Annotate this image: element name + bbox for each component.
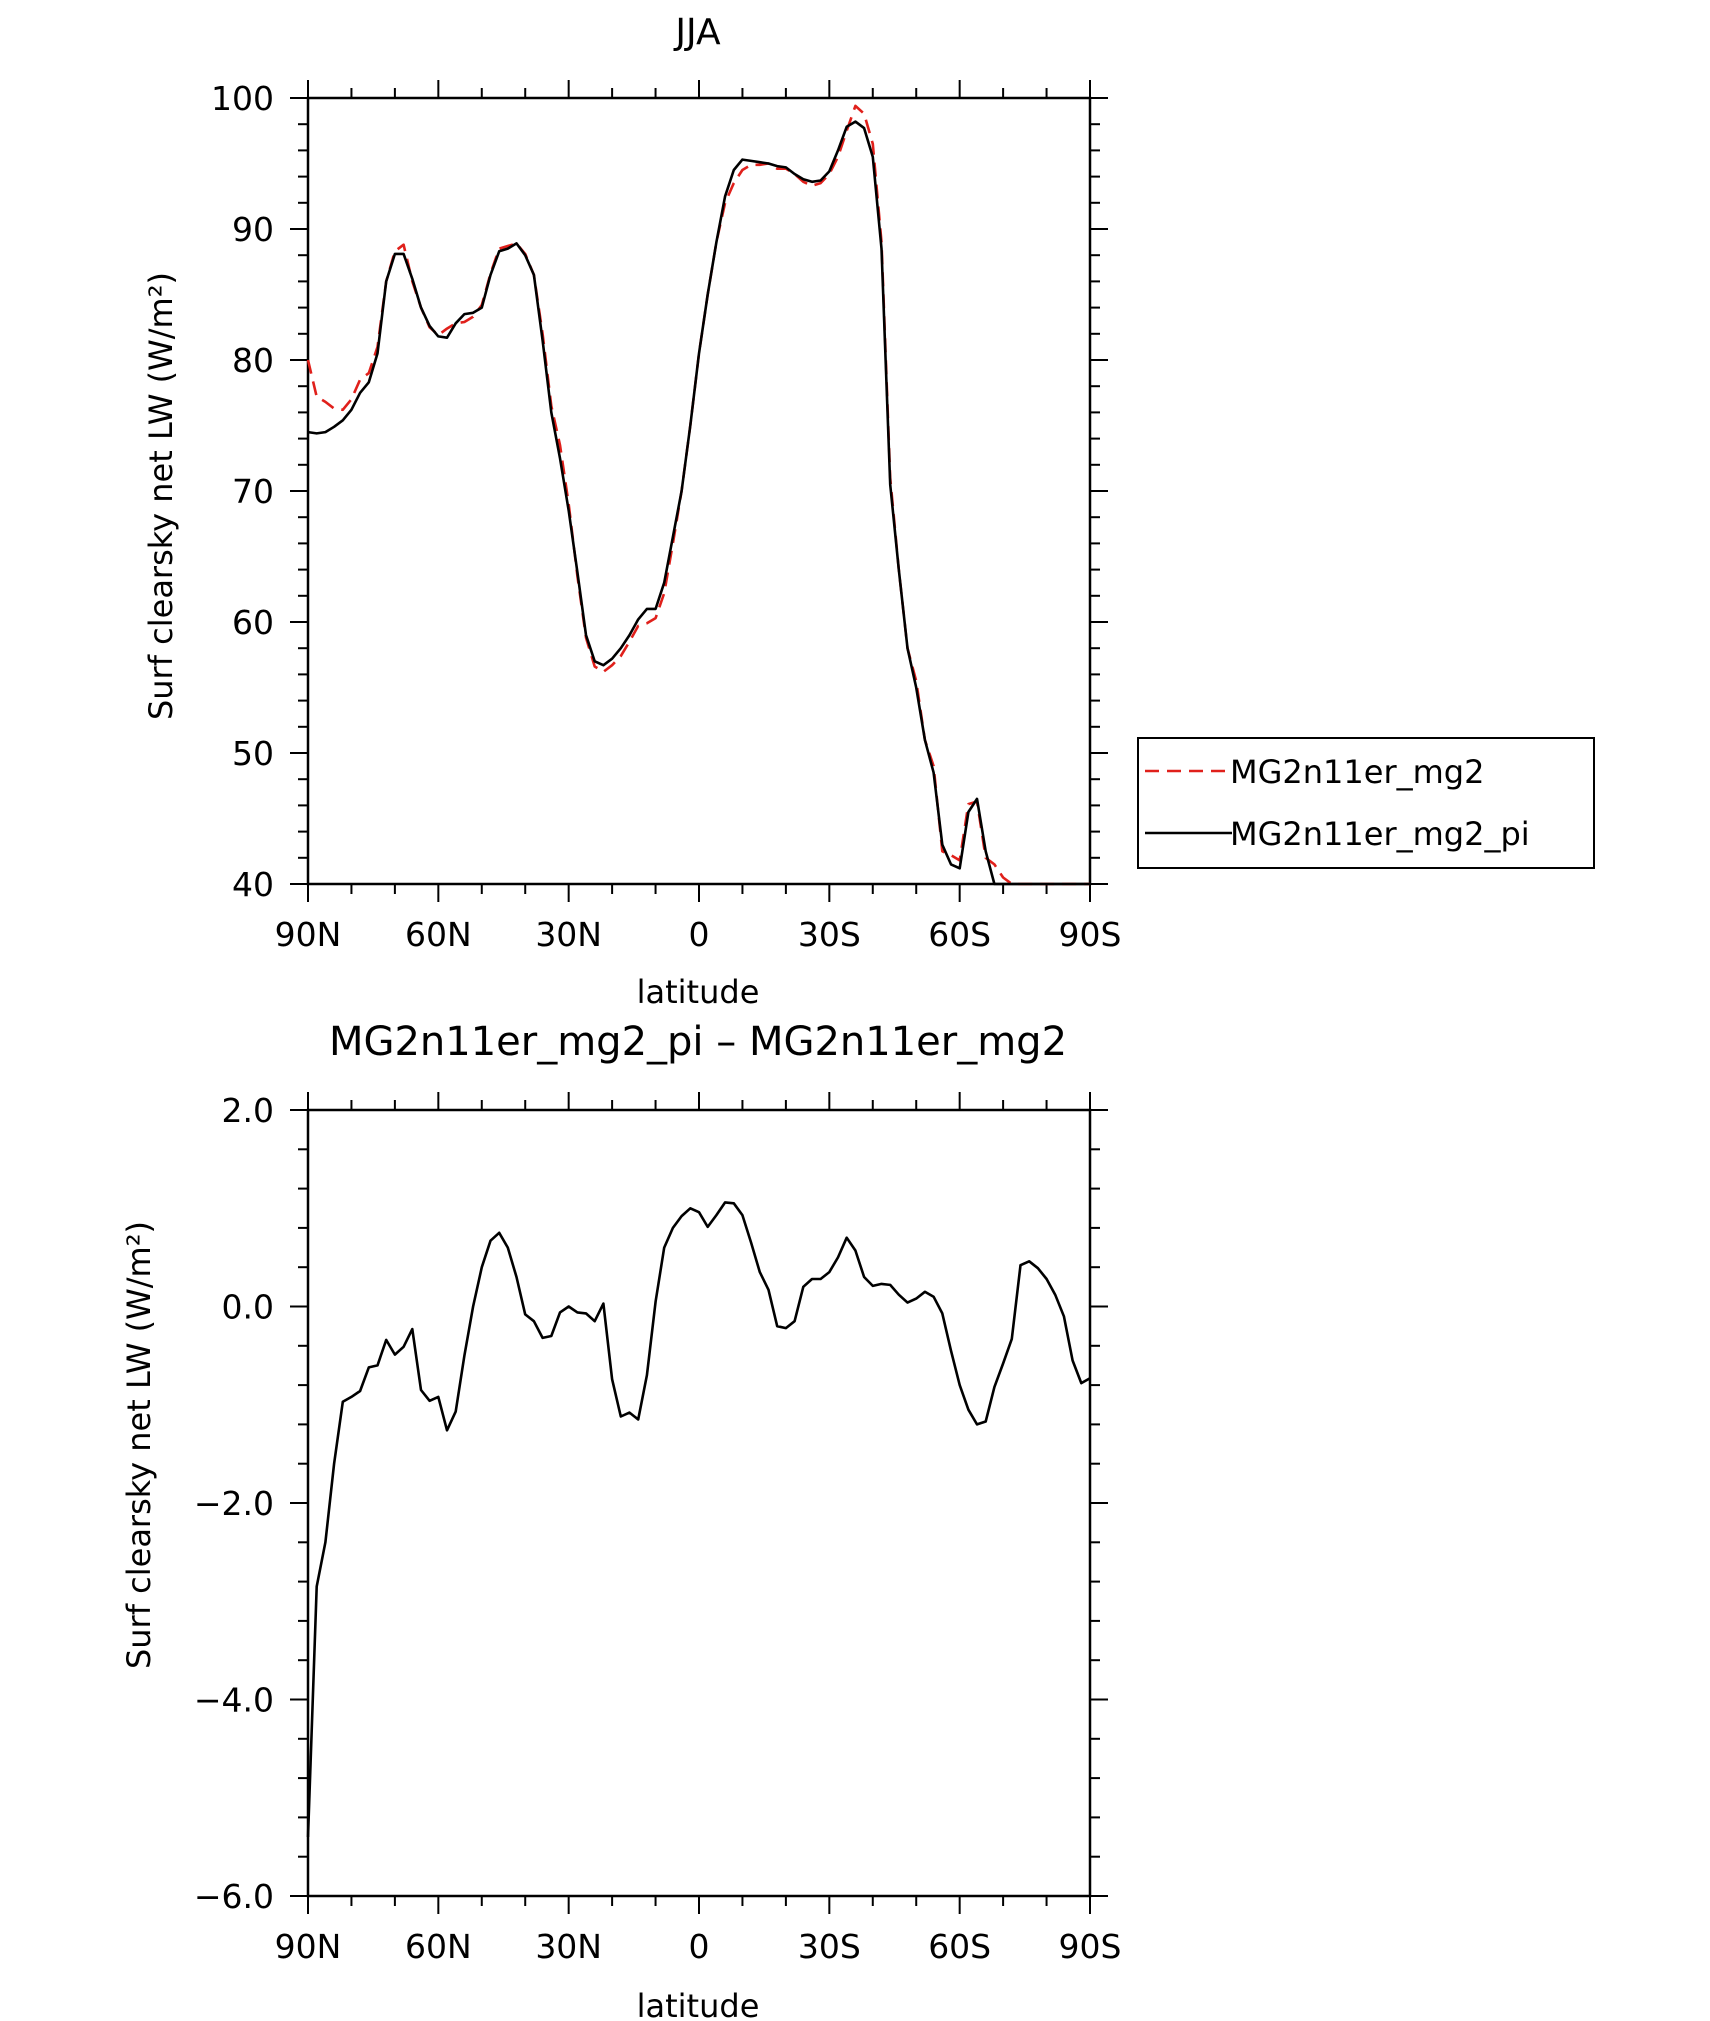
bottom-x-axis-label: latitude [637, 1987, 760, 2021]
top-plot-frame [306, 96, 1092, 886]
legend-label-mg2: MG2n11er_mg2 [1230, 753, 1484, 791]
top-x-tick-label: 30N [535, 915, 602, 954]
bottom-y-tick-label: 2.0 [222, 1091, 274, 1130]
top-x-tick-label: 60N [405, 915, 472, 954]
bottom-x-tick-label: 90S [1059, 1927, 1122, 1966]
bottom-x-tick-label: 30S [798, 1927, 861, 1966]
top-y-tick-label: 70 [232, 472, 274, 511]
bottom-y-tick-label: −4.0 [194, 1681, 274, 1720]
bottom-x-tick-label: 0 [689, 1927, 710, 1966]
top-y-tick-label: 80 [232, 341, 274, 380]
top-series-line-mg2n11er-mg2-pi [307, 120, 1090, 886]
top-x-tick-label: 60S [928, 915, 991, 954]
top-y-tick-label: 90 [232, 210, 274, 249]
bottom-x-tick-label: 60S [928, 1927, 991, 1966]
top-y-tick-label: 60 [232, 603, 274, 642]
bottom-series-line-0 [306, 1201, 1091, 1838]
bottom-panel: MG2n11er_mg2_pi – MG2n11er_mg2 90N 60N 30N… [120, 1019, 1121, 2021]
top-x-axis-label: latitude [637, 973, 760, 1011]
top-y-tick-label: 40 [232, 865, 274, 904]
top-x-tick-label: 30S [798, 915, 861, 954]
legend-label-mg2-pi: MG2n11er_mg2_pi [1230, 815, 1530, 853]
top-y-tick-label: 50 [232, 734, 274, 773]
bottom-chart-title: MG2n11er_mg2_pi – MG2n11er_mg2 [329, 1019, 1067, 1065]
top-x-tick-label: 90N [275, 915, 342, 954]
top-y-tick-label: 100 [211, 79, 274, 118]
bottom-x-tick-label: 30N [535, 1927, 602, 1966]
top-panel: JJA 90N 60N 30N 0 30S 60S 90S 40 50 60 70 80 90 100 l… [142, 12, 1595, 1011]
bottom-plot-frame [306, 1108, 1092, 1898]
legend-box [1137, 737, 1595, 869]
bottom-y-tick-label: −2.0 [194, 1484, 274, 1523]
top-chart-title: JJA [673, 12, 721, 53]
top-plot-area: 90N 60N 30N 0 30S 60S 90S 40 50 60 70 80 90 100 [211, 79, 1121, 954]
top-y-axis-label: Surf clearsky net LW (W/m²) [142, 272, 180, 720]
legend: MG2n11er_mg2 MG2n11er_mg2_pi [1137, 737, 1595, 869]
top-series-line-mg2n11er-mg2 [306, 104, 1090, 886]
bottom-y-tick-label: −6.0 [194, 1877, 274, 1916]
top-x-tick-label: 90S [1059, 915, 1122, 954]
bottom-y-tick-label: 0.0 [222, 1288, 274, 1327]
top-x-tick-label: 0 [689, 915, 710, 954]
bottom-plot-area: 90N 60N 30N 0 30S 60S 90S −6.0 −4.0 −2.0 0.0 2.0 [194, 1091, 1122, 1966]
bottom-x-tick-label: 60N [405, 1927, 472, 1966]
bottom-x-tick-label: 90N [275, 1927, 342, 1966]
bottom-y-axis-label: Surf clearsky net LW (W/m²) [120, 1221, 158, 1669]
